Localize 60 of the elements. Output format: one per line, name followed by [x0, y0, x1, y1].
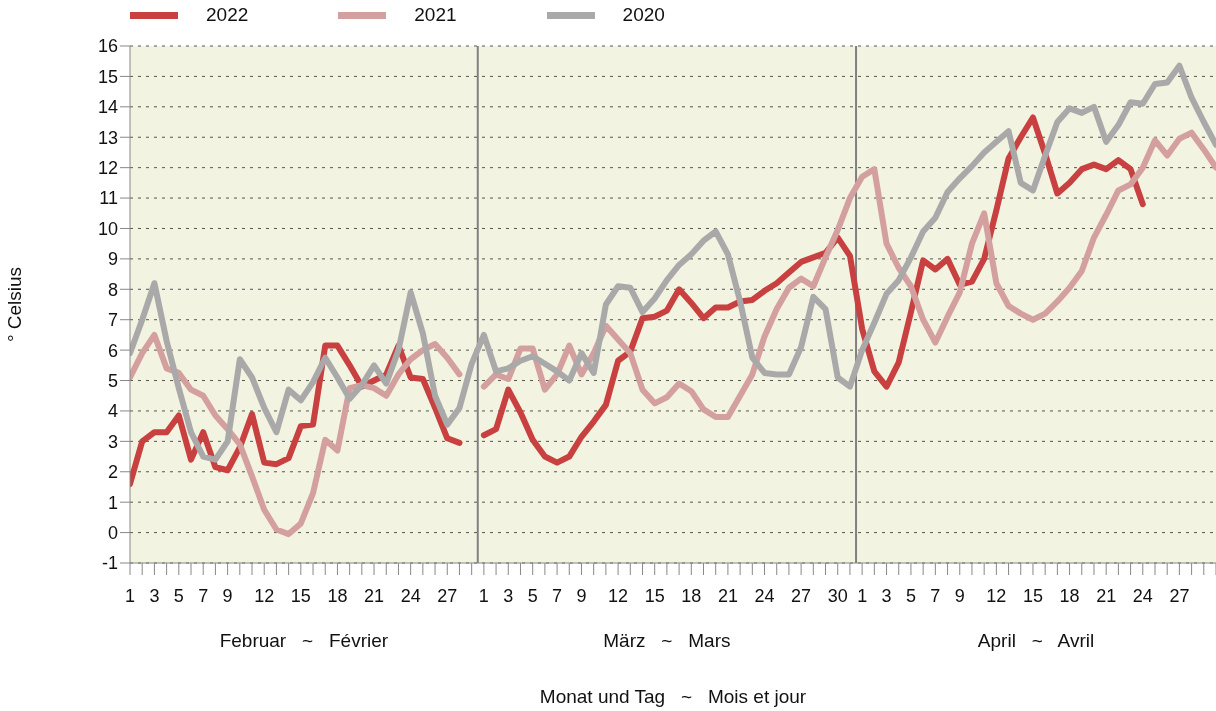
- y-tick-label: 3: [107, 431, 118, 452]
- x-tick-label: 12: [986, 585, 1007, 606]
- y-tick-label: 6: [107, 340, 118, 361]
- legend-label: 2021: [414, 4, 457, 26]
- x-tick-label: 15: [1022, 585, 1043, 606]
- y-tick-label: 4: [107, 401, 118, 422]
- y-tick-label: 1: [107, 492, 118, 513]
- x-tick-label: 18: [1059, 585, 1080, 606]
- y-tick-label: 16: [97, 36, 118, 57]
- x-tick-label: 5: [173, 585, 184, 606]
- x-tick-label: 1: [857, 585, 868, 606]
- y-tick-label: 12: [97, 158, 118, 179]
- x-tick-label: 21: [717, 585, 738, 606]
- x-tick-label: 1: [124, 585, 136, 606]
- x-tick-label: 24: [754, 585, 775, 606]
- x-tick-label: 7: [930, 585, 941, 606]
- x-tick-label: 27: [437, 585, 458, 606]
- x-tick-label: 7: [552, 585, 563, 606]
- y-tick-label: 8: [107, 279, 118, 300]
- y-tick-label: 5: [107, 370, 118, 391]
- legend-label: 2020: [622, 4, 665, 26]
- x-tick-label: 3: [881, 585, 892, 606]
- x-tick-label: 3: [149, 585, 160, 606]
- y-tick-label: 2: [107, 462, 118, 483]
- y-tick-label: 15: [97, 66, 118, 87]
- legend-label: 2022: [206, 4, 249, 26]
- text: April ~ Avril: [976, 630, 1096, 652]
- x-tick-label: 15: [290, 585, 311, 606]
- y-tick-label: 13: [97, 127, 118, 148]
- x-tick-label: 27: [791, 585, 812, 606]
- x-tick-label: 3: [503, 585, 514, 606]
- x-tick-label: 9: [576, 585, 587, 606]
- y-tick-label: 7: [107, 310, 118, 331]
- x-axis-title: Monat und Tag ~ Mois et jour: [538, 686, 808, 708]
- x-tick-label: 12: [608, 585, 629, 606]
- y-tick-label: 9: [107, 249, 118, 270]
- x-tick-label: 21: [1096, 585, 1117, 606]
- x-tick-label: 1: [478, 585, 489, 606]
- x-tick-label: 7: [198, 585, 209, 606]
- x-tick-label: 5: [905, 585, 916, 606]
- y-tick-label: -1: [101, 553, 118, 574]
- x-tick-label: 24: [1132, 585, 1153, 606]
- x-tick-label: 15: [644, 585, 665, 606]
- x-tick-label: 18: [681, 585, 702, 606]
- text: März ~ Mars: [602, 630, 732, 652]
- y-tick-label: 0: [107, 522, 118, 543]
- x-tick-label: 30: [827, 585, 848, 606]
- x-tick-label: 21: [364, 585, 385, 606]
- y-tick-label: 10: [97, 218, 118, 239]
- text: Februar ~ Février: [218, 630, 390, 652]
- y-axis-title: ° Celsius: [3, 266, 25, 343]
- y-tick-label: 14: [97, 97, 118, 118]
- x-tick-label: 9: [954, 585, 965, 606]
- x-tick-label: 9: [222, 585, 233, 606]
- x-tick-label: 12: [254, 585, 275, 606]
- x-tick-label: 18: [327, 585, 348, 606]
- x-tick-label: 5: [527, 585, 538, 606]
- x-tick-label: 27: [1169, 585, 1190, 606]
- y-tick-label: 11: [99, 188, 118, 209]
- x-tick-label: 24: [400, 585, 421, 606]
